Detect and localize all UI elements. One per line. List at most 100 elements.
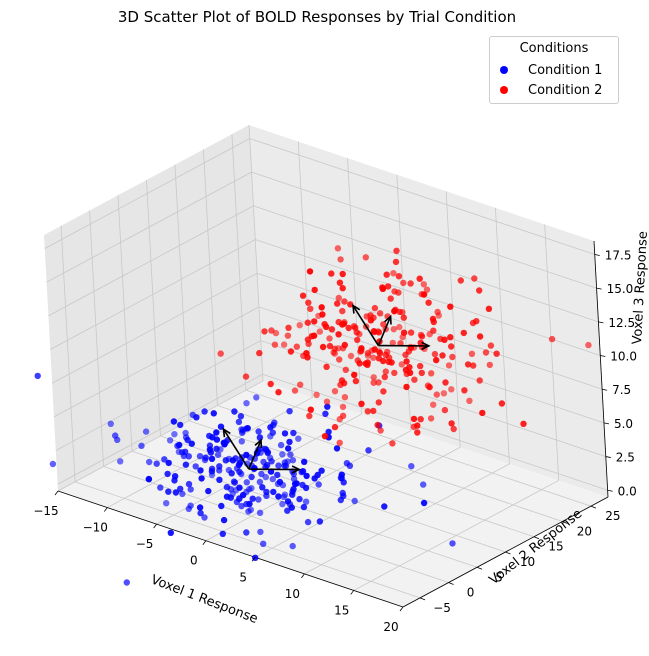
point-condition-2 [370, 354, 377, 361]
point-condition-2 [316, 328, 323, 335]
point-condition-2 [339, 285, 346, 292]
point-condition-2 [442, 379, 449, 386]
grid-line-z [46, 171, 252, 283]
point-condition-2 [354, 357, 361, 364]
grid-line-z [255, 239, 601, 356]
point-condition-1 [171, 473, 179, 480]
point-condition-2 [375, 329, 383, 336]
point-condition-2 [353, 329, 360, 336]
point-condition-2 [464, 361, 472, 368]
point-condition-1 [49, 460, 57, 468]
point-condition-2 [391, 308, 398, 315]
point-condition-2 [448, 386, 455, 393]
grid-line-y [74, 481, 421, 599]
point-condition-1 [277, 441, 285, 449]
point-condition-1 [284, 507, 291, 514]
point-condition-2 [375, 379, 382, 386]
point-condition-1 [237, 413, 245, 420]
point-condition-1 [196, 504, 204, 511]
point-condition-2 [306, 268, 314, 275]
point-condition-1 [258, 470, 265, 478]
point-condition-2 [457, 277, 464, 284]
point-condition-2 [383, 271, 390, 278]
z-tick-mark [605, 456, 611, 458]
point-condition-2 [319, 343, 327, 351]
point-condition-1 [333, 445, 341, 452]
point-condition-2 [297, 381, 304, 388]
point-condition-1 [264, 449, 271, 457]
point-condition-2 [299, 292, 307, 299]
point-condition-2 [418, 291, 425, 298]
point-condition-2 [376, 310, 384, 317]
point-condition-1 [247, 506, 254, 513]
x-tick-label: 5 [239, 570, 247, 584]
grid-line-y [245, 389, 592, 507]
point-condition-2 [242, 373, 250, 380]
point-condition-2 [267, 380, 274, 388]
x-tick-mark [153, 523, 157, 529]
tick-labels: −15 −10 −5 0 5 10 15 20 −5 0 5 10 15 20 25 0.0 2.5 5.0 7.5… [33, 248, 637, 634]
grid-line-y [89, 210, 104, 467]
point-condition-1 [253, 394, 260, 401]
point-condition-1 [232, 455, 239, 462]
point-condition-2 [396, 308, 403, 316]
point-condition-1 [187, 486, 194, 493]
x-tick-mark [103, 507, 108, 512]
point-condition-2 [393, 247, 400, 254]
point-condition-1 [236, 468, 243, 475]
point-condition-2 [328, 270, 335, 277]
point-condition-2 [447, 303, 454, 310]
point-condition-1 [279, 451, 286, 458]
point-condition-2 [416, 275, 423, 282]
point-condition-2 [307, 406, 314, 413]
point-condition-1 [146, 458, 153, 466]
point-condition-2 [347, 352, 355, 360]
point-condition-1 [286, 408, 293, 415]
point-condition-2 [482, 349, 490, 356]
point-condition-2 [430, 327, 437, 334]
point-condition-1 [303, 472, 310, 480]
point-condition-2 [328, 326, 336, 333]
point-condition-2 [336, 356, 343, 363]
point-condition-2 [339, 270, 346, 278]
grid-line-x [248, 124, 264, 382]
point-condition-1 [302, 498, 310, 505]
y-tick-mark [448, 582, 454, 585]
point-condition-2 [326, 342, 334, 350]
point-condition-1 [166, 437, 174, 444]
point-condition-2 [376, 349, 384, 357]
point-condition-1 [220, 516, 228, 524]
point-condition-2 [338, 377, 346, 384]
point-condition-2 [319, 311, 326, 318]
point-condition-2 [418, 369, 425, 377]
z-tick-label: 15.0 [607, 282, 634, 296]
point-condition-2 [396, 323, 403, 331]
point-condition-1 [285, 445, 292, 452]
grid-line-y [174, 164, 190, 421]
grid-line-z [258, 306, 605, 424]
point-condition-2 [487, 342, 495, 349]
point-condition-1 [286, 438, 293, 446]
point-condition-1 [185, 505, 192, 512]
point-condition-1 [246, 454, 254, 461]
point-condition-2 [311, 318, 318, 325]
point-condition-2 [479, 409, 486, 417]
point-condition-1 [322, 410, 329, 417]
legend-item-condition-1: Condition 1 [500, 61, 602, 81]
point-condition-2 [476, 287, 483, 294]
point-condition-1 [288, 504, 295, 511]
grid-line-y [203, 149, 218, 406]
point-condition-1 [243, 479, 250, 486]
point-condition-2 [400, 314, 407, 321]
grid-line-x [445, 191, 461, 448]
x-tick-label: 15 [334, 603, 349, 617]
point-condition-2 [461, 387, 468, 394]
direction-arrow-head [222, 427, 231, 438]
direction-arrow-head [384, 314, 392, 325]
point-condition-1 [157, 484, 164, 491]
point-condition-2 [313, 391, 320, 398]
direction-arrow-shaft [222, 428, 250, 470]
y-tick-label: 5 [495, 570, 503, 584]
point-condition-2 [261, 328, 268, 335]
